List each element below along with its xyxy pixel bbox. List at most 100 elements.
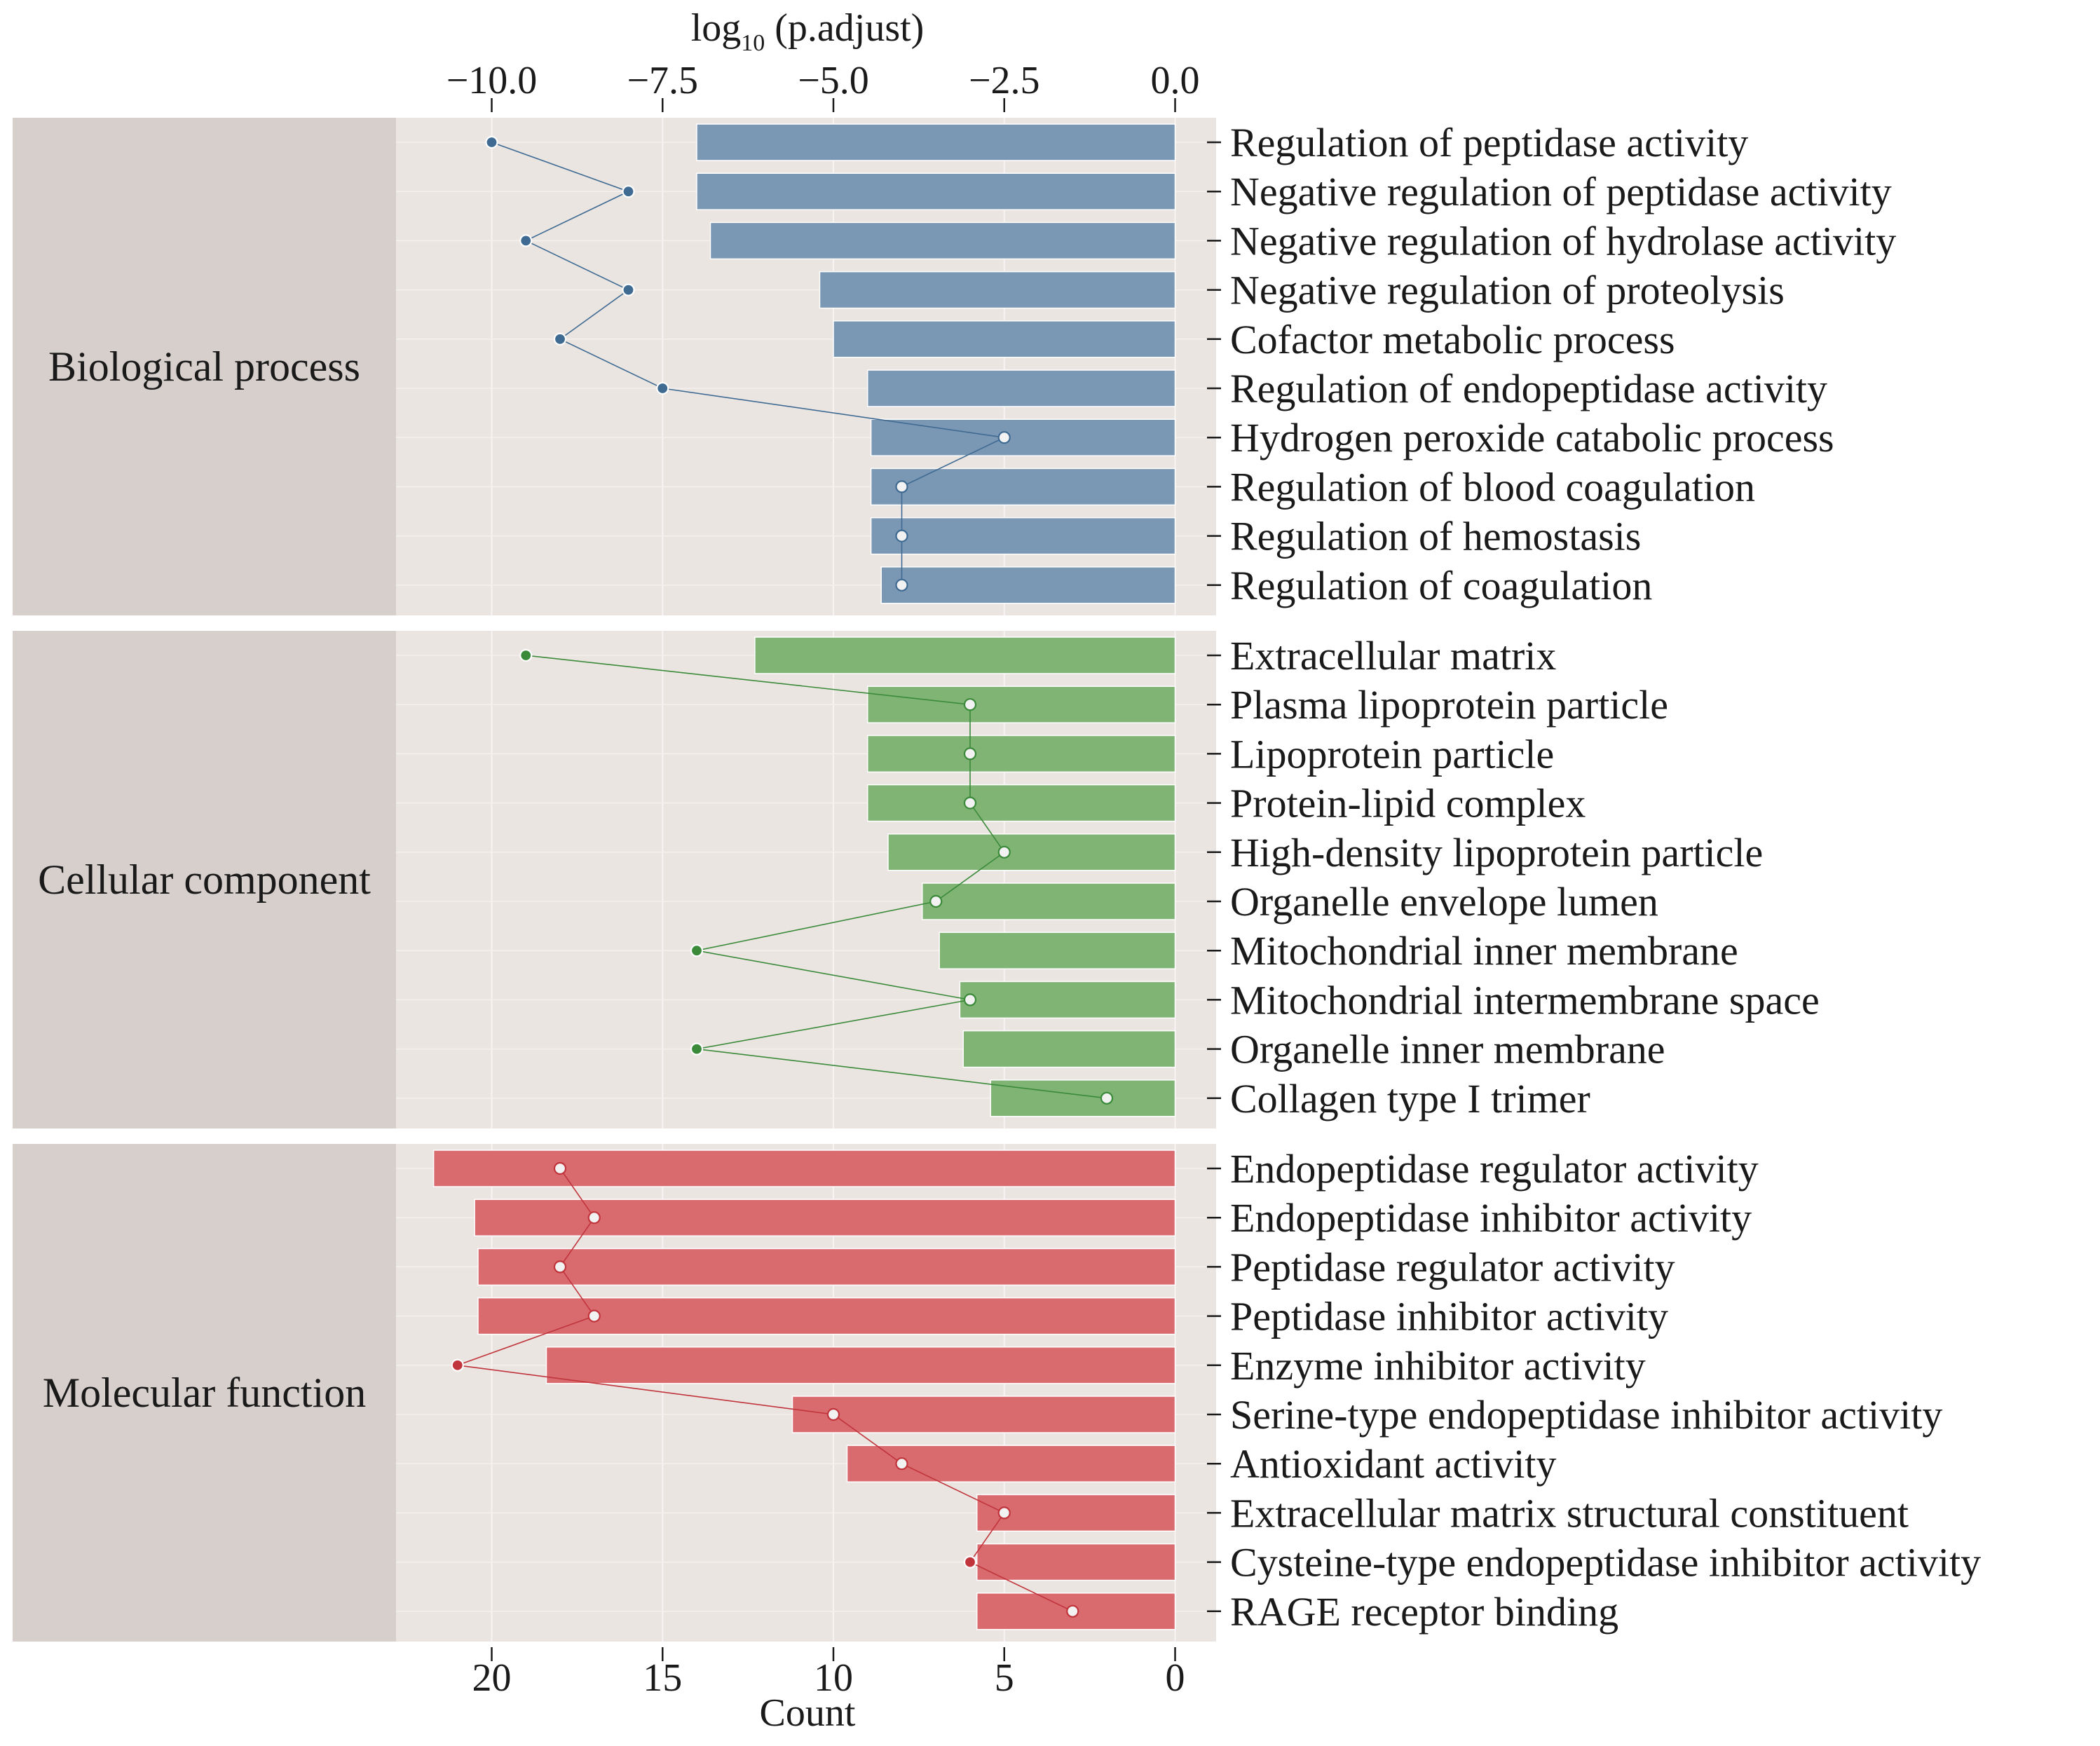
bar <box>819 271 1176 309</box>
panel-category-label: Molecular function <box>43 1370 367 1416</box>
count-point <box>895 578 908 592</box>
count-point <box>1100 1091 1114 1105</box>
term-label: Mitochondrial inner membrane <box>1230 928 1738 974</box>
term-label: Mitochondrial intermembrane space <box>1230 977 1820 1023</box>
count-point <box>963 993 977 1007</box>
top-axis-title: log10 (p.adjust) <box>691 6 925 56</box>
bar <box>477 1248 1176 1286</box>
bar <box>754 636 1176 674</box>
bar <box>962 1030 1176 1068</box>
count-point <box>997 1506 1011 1520</box>
count-line <box>526 655 1107 1099</box>
term-label: Regulation of hemostasis <box>1230 514 1641 559</box>
term-label: Negative regulation of proteolysis <box>1230 268 1785 313</box>
count-point <box>656 381 669 395</box>
term-label: Organelle inner membrane <box>1230 1027 1665 1072</box>
count-point <box>587 1309 601 1323</box>
term-label: Peptidase inhibitor activity <box>1230 1294 1668 1339</box>
bar <box>887 833 1176 871</box>
term-label: Regulation of endopeptidase activity <box>1230 366 1827 411</box>
count-point <box>553 1161 567 1175</box>
term-label: Extracellular matrix structural constitu… <box>1230 1490 1909 1536</box>
count-point <box>553 332 567 346</box>
top-axis-tick-label: −7.5 <box>627 59 698 102</box>
bar <box>696 123 1176 161</box>
bar <box>696 172 1176 210</box>
count-point <box>895 480 908 493</box>
term-label: Collagen type I trimer <box>1230 1076 1590 1121</box>
count-point <box>587 1211 601 1225</box>
bar <box>870 517 1176 555</box>
count-point <box>622 185 635 198</box>
bar <box>990 1079 1176 1117</box>
count-point <box>963 1555 977 1569</box>
top-axis-title-rest: (p.adjust) <box>765 6 924 50</box>
count-point <box>895 1457 908 1471</box>
panel-2: Molecular function Endopeptidase regulato… <box>13 1144 1981 1642</box>
panel-label-strip <box>13 118 396 615</box>
count-point <box>1066 1604 1079 1618</box>
count-point <box>622 283 635 296</box>
count-line <box>491 142 1007 585</box>
term-label: Endopeptidase inhibitor activity <box>1230 1195 1752 1241</box>
term-label: Plasma lipoprotein particle <box>1230 682 1668 728</box>
count-point <box>895 529 908 543</box>
top-axis-title-subscript: 10 <box>741 30 765 56</box>
bar <box>833 320 1176 358</box>
count-point <box>929 894 943 908</box>
bar <box>867 735 1176 773</box>
term-label: Enzyme inhibitor activity <box>1230 1343 1646 1389</box>
count-point <box>690 944 704 957</box>
bar <box>545 1346 1176 1384</box>
count-point <box>451 1358 464 1372</box>
panels-layer: Biological process Regulation of peptidas… <box>13 118 1981 1642</box>
panel-label-strip <box>13 1144 396 1642</box>
bar <box>880 566 1176 604</box>
term-label: RAGE receptor binding <box>1230 1589 1618 1635</box>
bar <box>477 1297 1176 1335</box>
term-label: Lipoprotein particle <box>1230 731 1554 777</box>
bottom-axis: Count 20 15 10 5 0 <box>472 1647 1185 1735</box>
bar <box>709 221 1176 260</box>
count-point <box>997 431 1011 444</box>
panel-category-label: Cellular component <box>38 857 371 903</box>
term-label: Serine-type endopeptidase inhibitor acti… <box>1230 1392 1942 1438</box>
bar <box>922 882 1176 920</box>
term-label: Regulation of coagulation <box>1230 563 1652 608</box>
bottom-axis-tick-label: 0 <box>1166 1656 1185 1700</box>
term-label: Negative regulation of peptidase activit… <box>1230 169 1892 214</box>
bar <box>939 932 1176 969</box>
bar <box>959 981 1176 1019</box>
term-label: Organelle envelope lumen <box>1230 879 1658 925</box>
bar <box>867 369 1176 407</box>
term-label: Negative regulation of hydrolase activit… <box>1230 218 1896 264</box>
term-label: Regulation of peptidase activity <box>1230 120 1748 165</box>
term-label: Endopeptidase regulator activity <box>1230 1146 1759 1192</box>
panel-category-label: Biological process <box>48 343 360 390</box>
bar <box>474 1199 1176 1236</box>
term-label: Cysteine-type endopeptidase inhibitor ac… <box>1230 1540 1981 1585</box>
count-point <box>963 747 977 761</box>
panel-1: Cellular component Extracellular matrixPl… <box>13 631 1820 1128</box>
bar <box>976 1543 1176 1581</box>
term-label: Antioxidant activity <box>1230 1441 1557 1487</box>
bottom-axis-tick-label: 10 <box>814 1656 853 1700</box>
term-label: High-density lipoprotein particle <box>1230 830 1763 875</box>
panel-label-strip <box>13 631 396 1128</box>
term-label: Hydrogen peroxide catabolic process <box>1230 415 1834 461</box>
count-point <box>963 796 977 810</box>
top-axis-title-main: log <box>691 6 742 50</box>
top-axis-tick-label: −2.5 <box>969 59 1040 102</box>
bar <box>791 1396 1176 1433</box>
bottom-axis-tick-label: 5 <box>995 1656 1014 1700</box>
top-axis-tick-label: 0.0 <box>1151 59 1200 102</box>
term-label: Regulation of blood coagulation <box>1230 464 1755 510</box>
bottom-axis-tick-label: 15 <box>643 1656 682 1700</box>
panel-0: Biological process Regulation of peptidas… <box>13 118 1896 615</box>
count-point <box>485 135 498 149</box>
count-point <box>826 1407 840 1421</box>
top-axis-tick-label: −5.0 <box>798 59 869 102</box>
term-label: Cofactor metabolic process <box>1230 317 1675 362</box>
bar <box>867 784 1176 822</box>
bar <box>870 468 1176 506</box>
